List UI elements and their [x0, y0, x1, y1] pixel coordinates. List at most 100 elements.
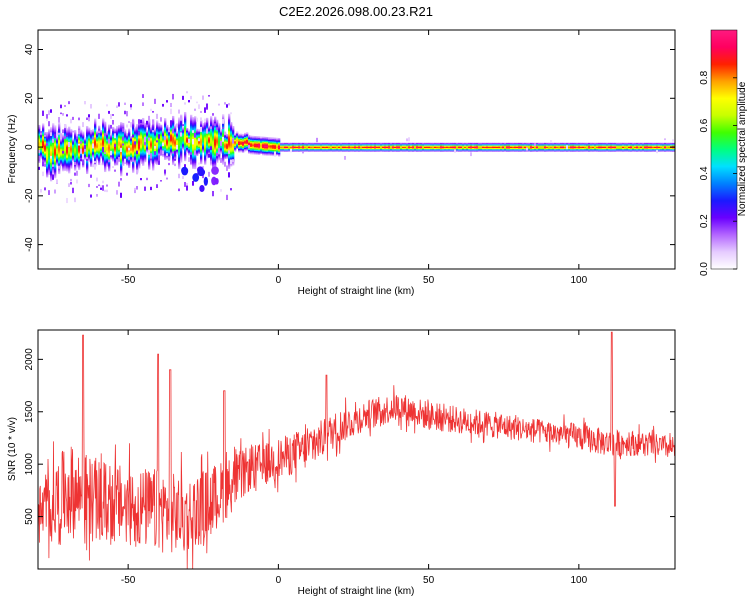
heatmap-speck: [166, 153, 168, 156]
heatmap-cell: [138, 165, 141, 168]
heatmap-speck: [230, 188, 232, 191]
heatmap-cell: [70, 159, 73, 162]
heatmap-cell: [188, 135, 191, 138]
heatmap-cell: [126, 146, 129, 149]
heatmap-cell: [260, 146, 263, 148]
heatmap-cell: [320, 148, 323, 151]
heatmap-cell: [496, 144, 499, 146]
heatmap-cell: [106, 146, 109, 149]
heatmap-cell: [70, 164, 73, 167]
heatmap-cell: [178, 146, 181, 149]
heatmap-cell: [494, 150, 497, 152]
heatmap-cell: [46, 147, 49, 150]
heatmap-cell: [46, 134, 49, 136]
heatmap-speck: [100, 187, 102, 190]
heatmap-cell: [90, 153, 93, 155]
heatmap-cell: [180, 143, 183, 146]
heatmap-cell: [170, 125, 173, 127]
heatmap-cell: [78, 164, 81, 167]
heatmap-cell: [244, 134, 247, 136]
heatmap-cell: [38, 127, 41, 129]
heatmap-cell: [112, 151, 115, 153]
heatmap-cell: [86, 135, 89, 138]
heatmap-speck: [72, 187, 74, 194]
heatmap-cell: [114, 129, 117, 132]
heatmap-speck: [80, 141, 82, 144]
heatmap-cell: [144, 125, 147, 127]
heatmap-cell: [140, 128, 143, 130]
heatmap-cell: [102, 157, 105, 160]
heatmap-cell: [576, 145, 579, 147]
heatmap-cell: [256, 139, 259, 142]
heatmap-cell: [624, 147, 627, 150]
heatmap-cell: [178, 122, 181, 124]
heatmap-cell: [290, 142, 293, 145]
heatmap-speck: [114, 144, 116, 147]
heatmap-cell: [380, 147, 383, 150]
heatmap-cell: [78, 162, 81, 164]
heatmap-cell: [116, 138, 119, 140]
heatmap-speck: [158, 155, 160, 161]
heatmap-cell: [96, 148, 99, 151]
heatmap-cell: [214, 161, 217, 164]
heatmap-cell: [154, 137, 157, 139]
heatmap-cell: [210, 139, 213, 142]
heatmap-cell: [218, 131, 221, 134]
heatmap-cell: [38, 144, 41, 146]
heatmap-cell: [126, 138, 129, 140]
heatmap-cell: [250, 147, 253, 150]
heatmap-cell: [44, 157, 47, 160]
heatmap-cell: [494, 146, 497, 149]
heatmap-cell: [430, 147, 433, 150]
heatmap-cell: [166, 143, 169, 145]
heatmap-cell: [92, 152, 95, 155]
heatmap-speck: [186, 91, 188, 94]
heatmap-cell: [266, 145, 269, 148]
heatmap-cell: [76, 163, 79, 165]
heatmap-cell: [58, 152, 61, 155]
heatmap-cell: [92, 156, 95, 158]
heatmap-cell: [52, 136, 55, 139]
heatmap-cell: [202, 147, 205, 149]
heatmap-cell: [72, 159, 75, 161]
heatmap-cell: [76, 158, 79, 161]
heatmap-cell: [198, 147, 201, 150]
heatmap-cell: [454, 144, 457, 146]
heatmap-cell: [264, 142, 267, 145]
heatmap-cell: [66, 163, 69, 166]
heatmap-cell: [296, 147, 299, 150]
heatmap-cell: [200, 152, 203, 155]
heatmap-cell: [46, 145, 49, 147]
heatmap-cell: [192, 167, 195, 169]
heatmap-cell: [562, 146, 565, 149]
heatmap-cell: [322, 147, 325, 150]
heatmap-cell: [112, 130, 115, 133]
heatmap-speck: [212, 113, 214, 116]
heatmap-cell: [354, 150, 357, 152]
heatmap-cell: [74, 131, 77, 133]
heatmap-cell: [166, 124, 169, 127]
heatmap-cell: [160, 138, 163, 140]
heatmap-cell: [50, 165, 53, 167]
heatmap-cell: [416, 147, 419, 150]
heatmap-cell: [94, 154, 97, 156]
heatmap-cell: [208, 126, 211, 129]
heatmap-cell: [314, 147, 317, 150]
heatmap-cell: [190, 133, 193, 135]
heatmap-cell: [532, 150, 535, 152]
heatmap-cell: [248, 148, 251, 151]
heatmap-cell: [214, 149, 217, 152]
heatmap-cell: [82, 138, 85, 141]
heatmap-cell: [98, 161, 101, 163]
heatmap-cell: [112, 145, 115, 147]
heatmap-cell: [228, 123, 231, 126]
heatmap-cell: [222, 155, 225, 158]
heatmap-cell: [492, 145, 495, 147]
heatmap-cell: [546, 150, 549, 152]
heatmap-cell: [262, 142, 265, 145]
heatmap-cell: [98, 129, 101, 131]
heatmap-cell: [186, 137, 189, 140]
heatmap-cell: [500, 147, 503, 150]
heatmap-cell: [116, 134, 119, 137]
heatmap-cell: [74, 155, 77, 158]
